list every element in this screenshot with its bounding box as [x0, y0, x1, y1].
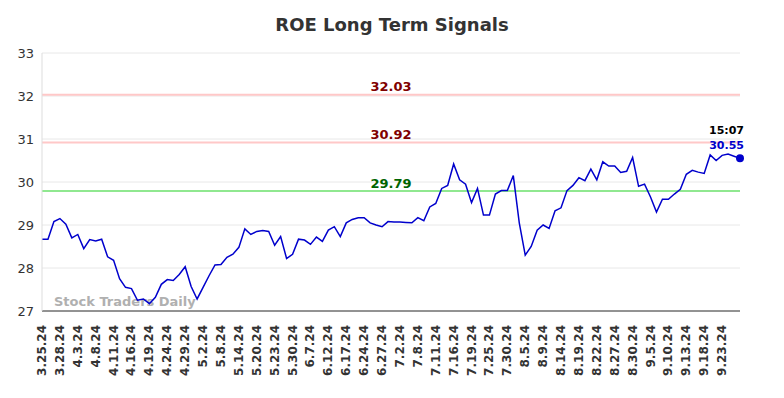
svg-text:9.13.24: 9.13.24 — [679, 325, 693, 376]
svg-text:9.23.24: 9.23.24 — [715, 325, 729, 376]
svg-text:8.27.24: 8.27.24 — [608, 325, 622, 376]
svg-text:33: 33 — [17, 46, 34, 61]
svg-text:4.11.24: 4.11.24 — [107, 325, 121, 376]
html-text:Stock Traders Daily: Stock Traders Daily — [54, 294, 196, 309]
svg-text:8.30.24: 8.30.24 — [626, 325, 640, 376]
svg-text:4.29.24: 4.29.24 — [178, 325, 192, 376]
svg-text:7.11.24: 7.11.24 — [429, 325, 443, 376]
svg-text:3.25.24: 3.25.24 — [35, 325, 49, 376]
svg-text:7.2.24: 7.2.24 — [393, 325, 407, 368]
svg-text:9.18.24: 9.18.24 — [697, 325, 711, 376]
svg-text:9.5.24: 9.5.24 — [644, 325, 658, 368]
svg-text:7.25.24: 7.25.24 — [482, 325, 496, 376]
svg-text:9.10.24: 9.10.24 — [661, 325, 675, 376]
svg-text:28: 28 — [17, 261, 34, 276]
svg-text:7.19.24: 7.19.24 — [465, 325, 479, 376]
svg-text:6.24.24: 6.24.24 — [357, 325, 371, 376]
svg-text:7.16.24: 7.16.24 — [447, 325, 461, 376]
svg-text:5.8.24: 5.8.24 — [214, 325, 228, 368]
svg-text:29: 29 — [17, 218, 34, 233]
svg-text:32: 32 — [17, 89, 34, 104]
svg-text:6.7.24: 6.7.24 — [303, 325, 317, 368]
svg-text:31: 31 — [17, 132, 34, 147]
svg-text:8.9.24: 8.9.24 — [536, 325, 550, 368]
svg-text:5.2.24: 5.2.24 — [196, 325, 210, 368]
svg-text:30.92: 30.92 — [370, 127, 411, 142]
svg-text:6.17.24: 6.17.24 — [339, 325, 353, 376]
svg-text:8.14.24: 8.14.24 — [554, 325, 568, 376]
svg-text:15:07: 15:07 — [709, 124, 744, 137]
svg-text:4.24.24: 4.24.24 — [160, 325, 174, 376]
svg-text:32.03: 32.03 — [370, 79, 411, 94]
svg-text:6.27.24: 6.27.24 — [375, 325, 389, 376]
svg-text:5.23.24: 5.23.24 — [268, 325, 282, 376]
svg-text:4.8.24: 4.8.24 — [89, 325, 103, 368]
svg-text:5.30.24: 5.30.24 — [286, 325, 300, 376]
svg-text:8.22.24: 8.22.24 — [590, 325, 604, 376]
svg-text:5.20.24: 5.20.24 — [250, 325, 264, 376]
svg-text:8.19.24: 8.19.24 — [572, 325, 586, 376]
svg-text:29.79: 29.79 — [370, 176, 411, 191]
svg-text:6.12.24: 6.12.24 — [321, 325, 335, 376]
svg-text:30.55: 30.55 — [709, 139, 744, 152]
svg-text:3.28.24: 3.28.24 — [53, 325, 67, 376]
html-text:ROE Long Term Signals: ROE Long Term Signals — [275, 14, 509, 35]
svg-text:7.8.24: 7.8.24 — [411, 325, 425, 368]
svg-text:8.5.24: 8.5.24 — [518, 325, 532, 368]
svg-text:5.14.24: 5.14.24 — [232, 325, 246, 376]
svg-text:30: 30 — [17, 175, 34, 190]
svg-text:4.19.24: 4.19.24 — [142, 325, 156, 376]
svg-text:4.16.24: 4.16.24 — [124, 325, 138, 376]
svg-text:7.30.24: 7.30.24 — [500, 325, 514, 376]
svg-text:4.3.24: 4.3.24 — [71, 325, 85, 368]
svg-text:27: 27 — [17, 304, 34, 319]
